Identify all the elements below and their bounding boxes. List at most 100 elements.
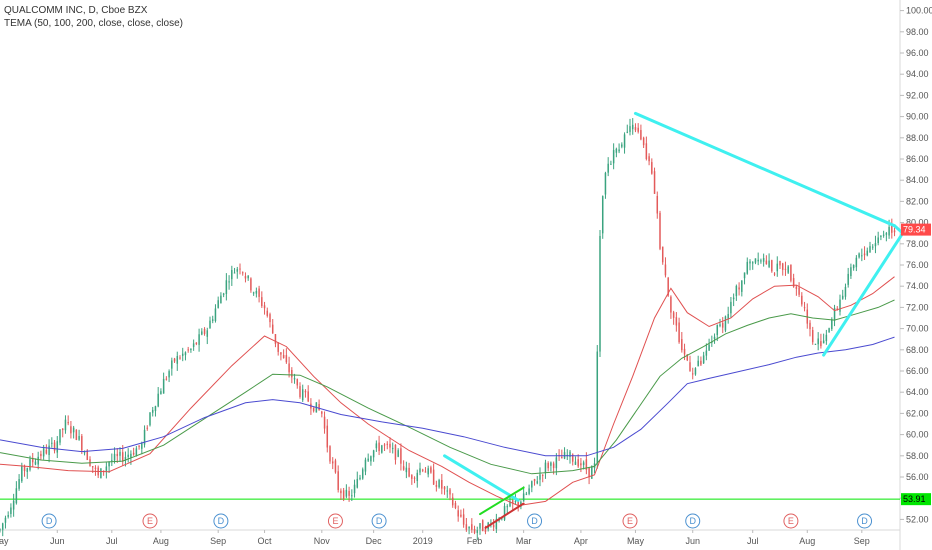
candle-body — [705, 350, 708, 356]
candle-body — [124, 457, 127, 461]
candle-body — [822, 340, 825, 344]
dividend-marker[interactable] — [857, 513, 873, 529]
earnings-marker[interactable] — [783, 513, 799, 529]
y-tick-label: 60.00 — [906, 430, 929, 440]
y-tick-label: 88.00 — [906, 133, 929, 143]
candle-body — [307, 391, 309, 402]
y-tick-label: 98.00 — [906, 27, 929, 37]
candle-body — [885, 233, 888, 235]
candle-body — [280, 352, 282, 355]
dividend-marker[interactable] — [371, 513, 387, 529]
candle-body — [509, 501, 511, 507]
candle-body — [37, 456, 39, 465]
candle-body — [528, 488, 530, 494]
candle-body — [481, 520, 484, 532]
x-tick-label: Sep — [854, 536, 870, 546]
candle-body — [206, 330, 209, 337]
candle-body — [48, 445, 50, 456]
tema-series-line-1 — [0, 276, 895, 507]
candle-body — [776, 263, 779, 272]
event-marker-label: D — [861, 516, 868, 526]
candle-body — [735, 285, 738, 297]
dividend-marker[interactable] — [41, 513, 57, 529]
candle-body — [582, 462, 585, 466]
candle-body — [544, 462, 547, 474]
candle-body — [533, 479, 536, 482]
earnings-marker[interactable] — [622, 513, 638, 529]
earnings-marker[interactable] — [142, 513, 158, 529]
candle-body — [547, 462, 549, 469]
trendline-ascending-support[interactable] — [822, 231, 905, 357]
candle-body — [91, 466, 94, 468]
candle-body — [282, 354, 285, 359]
candle-body — [111, 460, 113, 462]
trendline-channel-lower[interactable] — [484, 502, 525, 529]
candle-body — [492, 524, 495, 528]
candle-body — [263, 305, 266, 309]
candle-body — [844, 286, 847, 297]
candle-body — [370, 456, 372, 462]
candle-body — [0, 529, 1, 531]
candle-body — [451, 497, 454, 506]
candle-body — [640, 130, 642, 140]
candle-body — [484, 529, 487, 533]
candle-body — [15, 488, 18, 504]
candle-body — [231, 270, 233, 280]
candle-body — [291, 369, 293, 378]
y-tick-label: 72.00 — [906, 302, 929, 312]
candle-body — [337, 471, 339, 490]
candle-body — [781, 263, 784, 270]
candle-body — [869, 246, 871, 253]
candle-body — [34, 461, 37, 465]
candle-body — [29, 459, 31, 470]
dividend-marker[interactable] — [527, 513, 543, 529]
candle-body — [209, 320, 211, 329]
candle-body — [67, 422, 69, 424]
candle-body — [192, 343, 195, 347]
candle-body — [454, 503, 457, 508]
y-tick-label: 62.00 — [906, 408, 929, 418]
trendline-falling-segment[interactable] — [443, 454, 520, 502]
candle-body — [56, 441, 59, 453]
candle-body — [375, 443, 378, 449]
candle-body — [569, 451, 571, 457]
candle-body — [855, 257, 858, 268]
candle-body — [893, 230, 896, 233]
candle-body — [277, 342, 279, 352]
candle-body — [389, 443, 391, 448]
earnings-marker[interactable] — [327, 513, 343, 529]
candle-body — [721, 322, 724, 328]
candle-body — [501, 518, 503, 520]
dividend-marker[interactable] — [213, 513, 229, 529]
candle-body — [738, 287, 740, 290]
candle-body — [623, 134, 626, 148]
trendline-descending-resistance[interactable] — [633, 111, 897, 228]
candle-body — [173, 358, 176, 362]
dividend-marker[interactable] — [685, 513, 701, 529]
candle-body — [381, 445, 383, 453]
candle-body — [45, 449, 48, 454]
candle-body — [70, 426, 72, 434]
candle-body — [596, 351, 599, 464]
candle-body — [4, 517, 7, 523]
candle-body — [86, 450, 89, 461]
y-tick-label: 76.00 — [906, 260, 929, 270]
trendline-channel-upper[interactable] — [479, 486, 525, 516]
candle-body — [591, 466, 593, 479]
candle-body — [353, 484, 356, 494]
candle-body — [12, 500, 15, 510]
event-marker-label: D — [376, 516, 383, 526]
candle-body — [531, 481, 533, 488]
candle-body — [342, 490, 345, 499]
candle-body — [473, 529, 476, 533]
candle-body — [651, 162, 653, 174]
x-tick-label: Dec — [366, 536, 383, 546]
candle-body — [765, 260, 768, 265]
candle-body — [749, 261, 751, 264]
candle-body — [40, 453, 42, 457]
candle-body — [588, 467, 590, 478]
candle-body — [239, 268, 241, 270]
candle-body — [708, 344, 710, 351]
